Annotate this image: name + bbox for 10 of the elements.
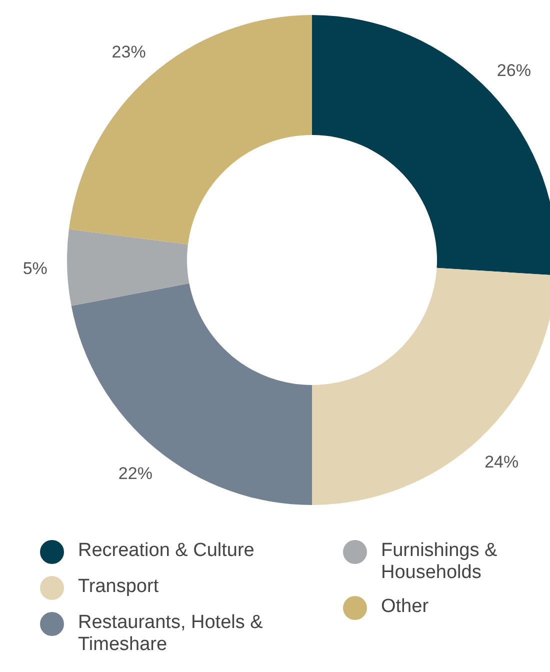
data-label: 24% bbox=[484, 452, 519, 472]
data-label: 22% bbox=[118, 464, 152, 483]
legend-label: Restaurants, Hotels & Timeshare bbox=[78, 612, 264, 656]
data-label: 5% bbox=[22, 259, 48, 278]
legend-label: Furnishings & Households bbox=[381, 540, 498, 584]
legend-label: Other bbox=[381, 596, 429, 618]
legend-label: Transport bbox=[78, 576, 159, 598]
data-label: 26% bbox=[496, 60, 531, 80]
data-label: 23% bbox=[112, 42, 146, 62]
legend-label: Recreation & Culture bbox=[78, 540, 254, 562]
